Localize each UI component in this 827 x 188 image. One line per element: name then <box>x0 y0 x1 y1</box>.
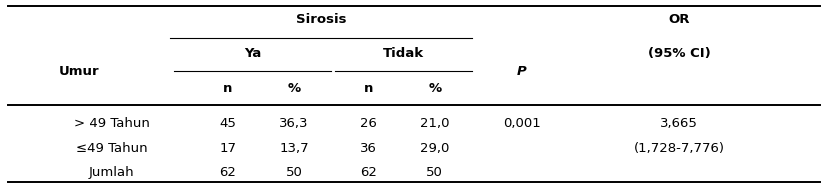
Text: 62: 62 <box>219 166 236 180</box>
Text: Umur: Umur <box>58 65 99 78</box>
Text: Ya: Ya <box>244 47 261 60</box>
Text: 21,0: 21,0 <box>419 117 449 130</box>
Text: %: % <box>428 82 441 95</box>
Text: 17: 17 <box>219 142 236 155</box>
Text: 36: 36 <box>360 142 376 155</box>
Text: 62: 62 <box>360 166 376 180</box>
Text: 13,7: 13,7 <box>279 142 308 155</box>
Text: n: n <box>363 82 373 95</box>
Text: > 49 Tahun: > 49 Tahun <box>74 117 150 130</box>
Text: %: % <box>287 82 300 95</box>
Text: 45: 45 <box>219 117 236 130</box>
Text: (95% CI): (95% CI) <box>647 47 710 60</box>
Text: ≤49 Tahun: ≤49 Tahun <box>76 142 147 155</box>
Text: 36,3: 36,3 <box>279 117 308 130</box>
Text: Tidak: Tidak <box>383 47 423 60</box>
Text: 50: 50 <box>285 166 302 180</box>
Text: 50: 50 <box>426 166 442 180</box>
Text: P: P <box>516 65 526 78</box>
Text: 26: 26 <box>360 117 376 130</box>
Text: 3,665: 3,665 <box>659 117 697 130</box>
Text: 29,0: 29,0 <box>419 142 449 155</box>
Text: (1,728-7,776): (1,728-7,776) <box>633 142 724 155</box>
Text: Sirosis: Sirosis <box>295 13 346 26</box>
Text: n: n <box>222 82 232 95</box>
Text: 0,001: 0,001 <box>502 117 540 130</box>
Text: Jumlah: Jumlah <box>88 166 135 180</box>
Text: OR: OR <box>667 13 689 26</box>
